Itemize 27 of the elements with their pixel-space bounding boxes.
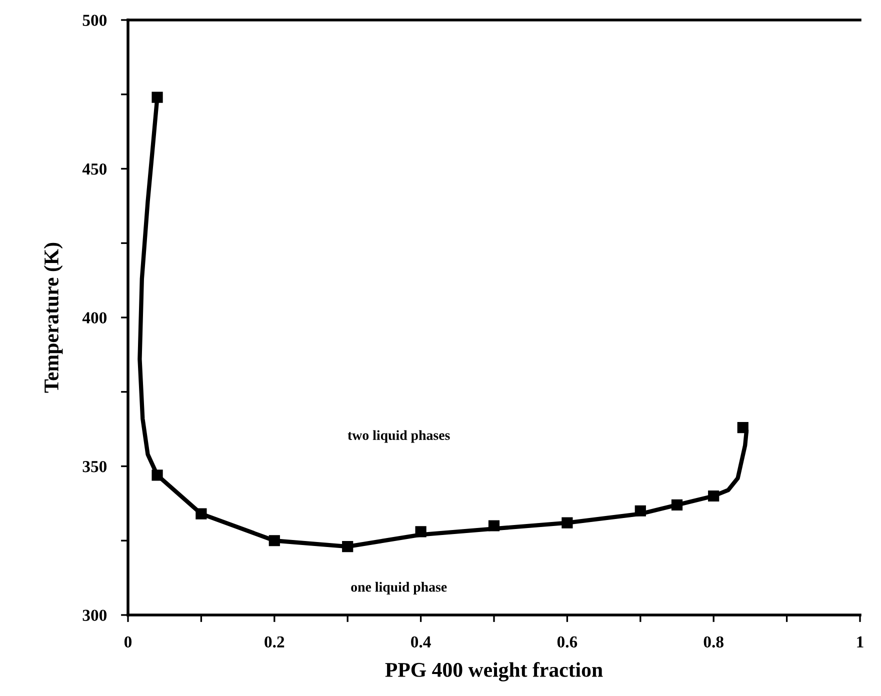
x-tick-label: 0.8: [704, 636, 724, 648]
x-tick-label: 0.4: [411, 636, 431, 648]
point: [488, 520, 500, 532]
x-tick-label: 0.2: [264, 636, 284, 648]
y-tick-label: 500: [82, 14, 107, 26]
x-tick-label: 1: [857, 636, 864, 648]
point: [152, 92, 163, 103]
annotation: one liquid phase: [351, 582, 447, 595]
point: [671, 499, 683, 510]
point: [152, 470, 163, 481]
point: [708, 490, 720, 502]
point: [562, 517, 573, 528]
point: [268, 535, 280, 546]
y-tick-label: 350: [82, 460, 107, 472]
point: [196, 508, 207, 520]
point: [342, 541, 354, 552]
x-tick-label: 0: [124, 636, 132, 648]
x-axis-title: PPG 400 weight fraction: [385, 662, 603, 682]
y-axis-title: Temperature (K): [44, 242, 63, 393]
point: [415, 526, 426, 538]
point: [737, 422, 748, 434]
y-tick-label: 400: [82, 312, 107, 324]
point: [634, 505, 646, 516]
x-tick-label: 0.6: [557, 636, 578, 648]
annotation: two liquid phases: [348, 430, 450, 443]
y-tick-label: 300: [82, 610, 107, 621]
y-tick-label: 450: [82, 163, 107, 175]
